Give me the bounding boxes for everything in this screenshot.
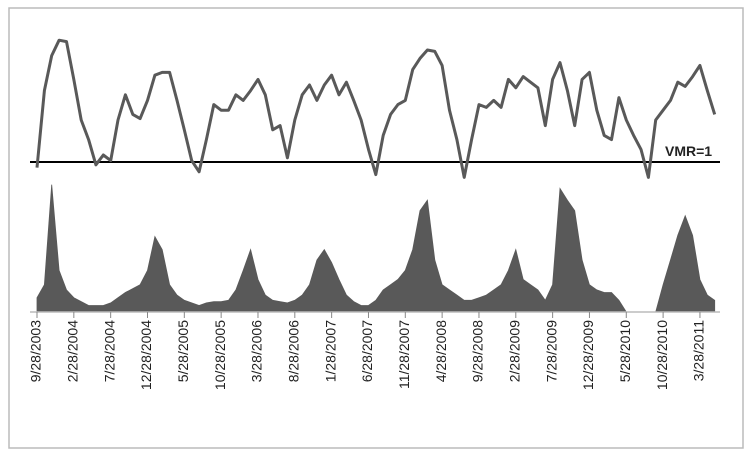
x-tick-label: 9/28/2008	[470, 320, 486, 382]
x-tick-label: 2/28/2009	[506, 320, 522, 382]
reference-label: VMR=1	[665, 143, 712, 159]
x-tick-label: 12/28/2004	[138, 320, 154, 390]
x-tick-label: 5/28/2005	[175, 320, 191, 382]
x-tick-label: 12/28/2009	[580, 320, 596, 390]
x-tick-label: 3/28/2006	[249, 320, 265, 382]
x-tick-label: 1/28/2007	[322, 320, 338, 382]
x-tick-label: 11/28/2007	[396, 320, 412, 389]
x-tick-label: 6/28/2007	[359, 320, 375, 382]
area	[36, 184, 716, 313]
x-tick-label: 9/28/2003	[28, 320, 44, 382]
x-tick-label: 4/28/2008	[433, 320, 449, 382]
x-tick-label: 10/28/2005	[212, 320, 228, 390]
x-tick-label: 5/28/2010	[617, 320, 633, 382]
x-tick-label: 2/28/2004	[65, 320, 81, 382]
x-tick-label: 3/28/2011	[691, 320, 707, 381]
x-tick-label: 8/28/2006	[286, 320, 302, 382]
x-tick-label: 7/28/2004	[101, 320, 117, 382]
x-tick-label: 7/28/2009	[543, 320, 559, 382]
vmr-line	[35, 38, 717, 179]
x-tick-label: 10/28/2010	[654, 320, 670, 390]
chart-border	[8, 7, 744, 449]
